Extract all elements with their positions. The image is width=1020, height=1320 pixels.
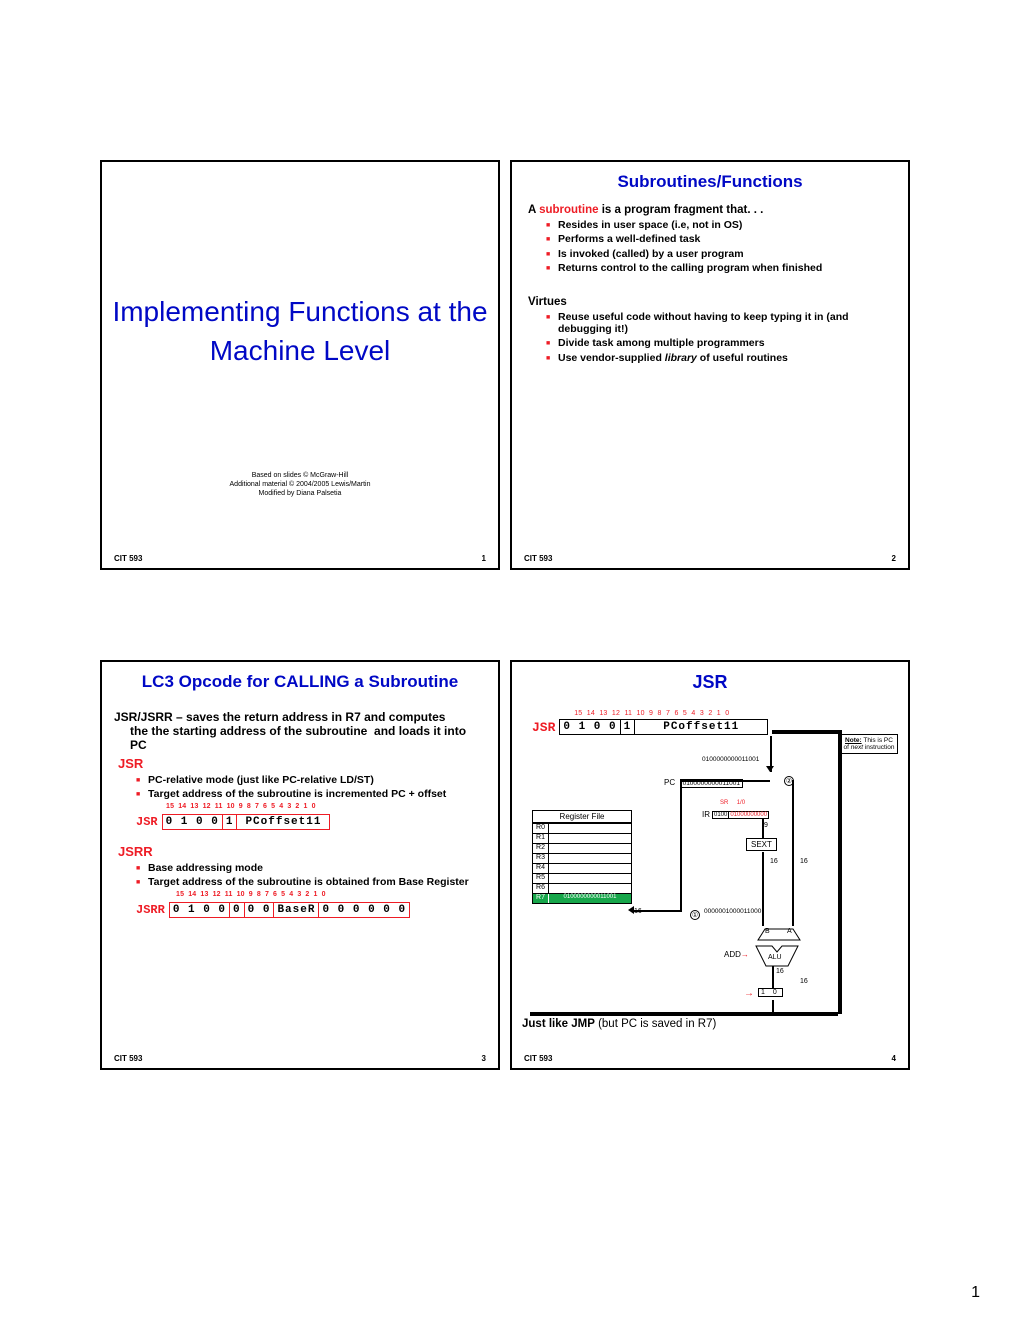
nine-label: 9 <box>764 822 768 829</box>
slide-3-footer: CIT 593 3 <box>114 1054 486 1063</box>
credit-line-3: Modified by Diana Palsetia <box>102 490 498 499</box>
footer-num: 2 <box>892 554 896 563</box>
bitbox: 0 1 0 0 1 PCoffset11 <box>162 814 331 830</box>
bullet: Returns control to the calling program w… <box>546 262 892 274</box>
bullet: Performs a well-defined task <box>546 233 892 245</box>
bullet: PC-relative mode (just like PC-relative … <box>136 774 482 786</box>
jsrr-encoding: JSRR 0 1 0 0 0 0 0 BaseR 0 0 0 0 0 0 <box>136 902 482 918</box>
slide-2: Subroutines/Functions A subroutine is a … <box>510 160 910 570</box>
gate: 1 0 <box>758 988 783 997</box>
bullet: Resides in user space (i.e, not in OS) <box>546 219 892 231</box>
slide-3-lead: JSR/JSRR – saves the return address in R… <box>114 710 482 752</box>
note-box: Note: This is PC of next instruction <box>840 734 898 754</box>
jsr-head: JSR <box>118 756 482 771</box>
bitnums-top: 1514131211109876543210 <box>572 710 900 717</box>
jsrr-head: JSRR <box>118 844 482 859</box>
jsrr-bullets: Base addressing mode Target address of t… <box>136 862 482 889</box>
slide-3-title: LC3 Opcode for CALLING a Subroutine <box>102 672 498 692</box>
slide-2-footer: CIT 593 2 <box>524 554 896 563</box>
slide-1-credits: Based on slides © McGraw-Hill Additional… <box>102 472 498 498</box>
footer-left: CIT 593 <box>524 1054 552 1063</box>
slide-1-footer: CIT 593 1 <box>114 554 486 563</box>
footer-num: 3 <box>482 1054 486 1063</box>
ir-row: IR 0100 01000000000 <box>702 810 769 819</box>
circ-1: ① <box>690 904 700 922</box>
slide-2-virtues-head: Virtues <box>528 296 892 308</box>
slide-2-body: A subroutine is a program fragment that.… <box>512 192 908 364</box>
jsr-diagram: 1514131211109876543210 JSR 0 1 0 0 1 PCo… <box>524 710 900 1040</box>
credit-line-2: Additional material © 2004/2005 Lewis/Ma… <box>102 481 498 490</box>
slide-2-virtues: Reuse useful code without having to keep… <box>546 311 892 364</box>
register-file: Register File R0 R1 R2 R3 R4 R5 R6 R7010… <box>532 810 632 904</box>
sext-box: SEXT <box>746 838 777 851</box>
slide-2-lead: A subroutine is a program fragment that.… <box>528 204 892 216</box>
bullet: Use vendor-supplied library of useful ro… <box>546 352 892 364</box>
bullet: Base addressing mode <box>136 862 482 874</box>
slide-3-body: JSR/JSRR – saves the return address in R… <box>102 692 498 918</box>
page: Implementing Functions at the Machine Le… <box>0 0 1020 1320</box>
footer-num: 1 <box>482 554 486 563</box>
bitbox: 0 1 0 0 1 PCoffset11 <box>559 719 768 735</box>
footer-left: CIT 593 <box>524 554 552 563</box>
plus1-val: 0100000000011001 <box>702 756 759 763</box>
footer-left: CIT 593 <box>114 1054 142 1063</box>
jsr-bullets: PC-relative mode (just like PC-relative … <box>136 774 482 801</box>
slide-2-title: Subroutines/Functions <box>512 172 908 192</box>
bullet: Target address of the subroutine is obta… <box>136 876 482 888</box>
footer-num: 4 <box>892 1054 896 1063</box>
slide-1-title-wrap: Implementing Functions at the Machine Le… <box>102 292 498 370</box>
page-number: 1 <box>971 1284 980 1302</box>
bitnums-jsrr: 1514131211109876543210 <box>174 891 482 898</box>
slide-4-footer: CIT 593 4 <box>524 1054 896 1063</box>
alu-shape: ALU <box>752 944 802 970</box>
just-like-jmp: Just like JMP (but PC is saved in R7) <box>522 1018 716 1030</box>
slide-3: LC3 Opcode for CALLING a Subroutine JSR/… <box>100 660 500 1070</box>
footer-left: CIT 593 <box>114 554 142 563</box>
jsr-top-enc: JSR 0 1 0 0 1 PCoffset11 <box>532 719 900 735</box>
bitnums-jsr: 1514131211109876543210 <box>164 803 482 810</box>
slide-1: Implementing Functions at the Machine Le… <box>100 160 500 570</box>
slide-2-bullets: Resides in user space (i.e, not in OS) P… <box>546 219 892 275</box>
add-label: ADD→ <box>724 950 749 959</box>
bus-zero: 0000001000011000 <box>704 908 761 915</box>
bitbox: 0 1 0 0 0 0 0 BaseR 0 0 0 0 0 0 <box>169 902 410 918</box>
bullet: Divide task among multiple programmers <box>546 337 892 349</box>
bullet: Reuse useful code without having to keep… <box>546 311 892 335</box>
slide-1-title: Implementing Functions at the Machine Le… <box>102 292 498 370</box>
slide-4: JSR 1514131211109876543210 JSR 0 1 0 0 1… <box>510 660 910 1070</box>
bullet: Is invoked (called) by a user program <box>546 248 892 260</box>
jsr-encoding: JSR 0 1 0 0 1 PCoffset11 <box>136 814 482 830</box>
slide-4-title: JSR <box>512 672 908 693</box>
credit-line-1: Based on slides © McGraw-Hill <box>102 472 498 481</box>
bullet: Target address of the subroutine is incr… <box>136 788 482 800</box>
